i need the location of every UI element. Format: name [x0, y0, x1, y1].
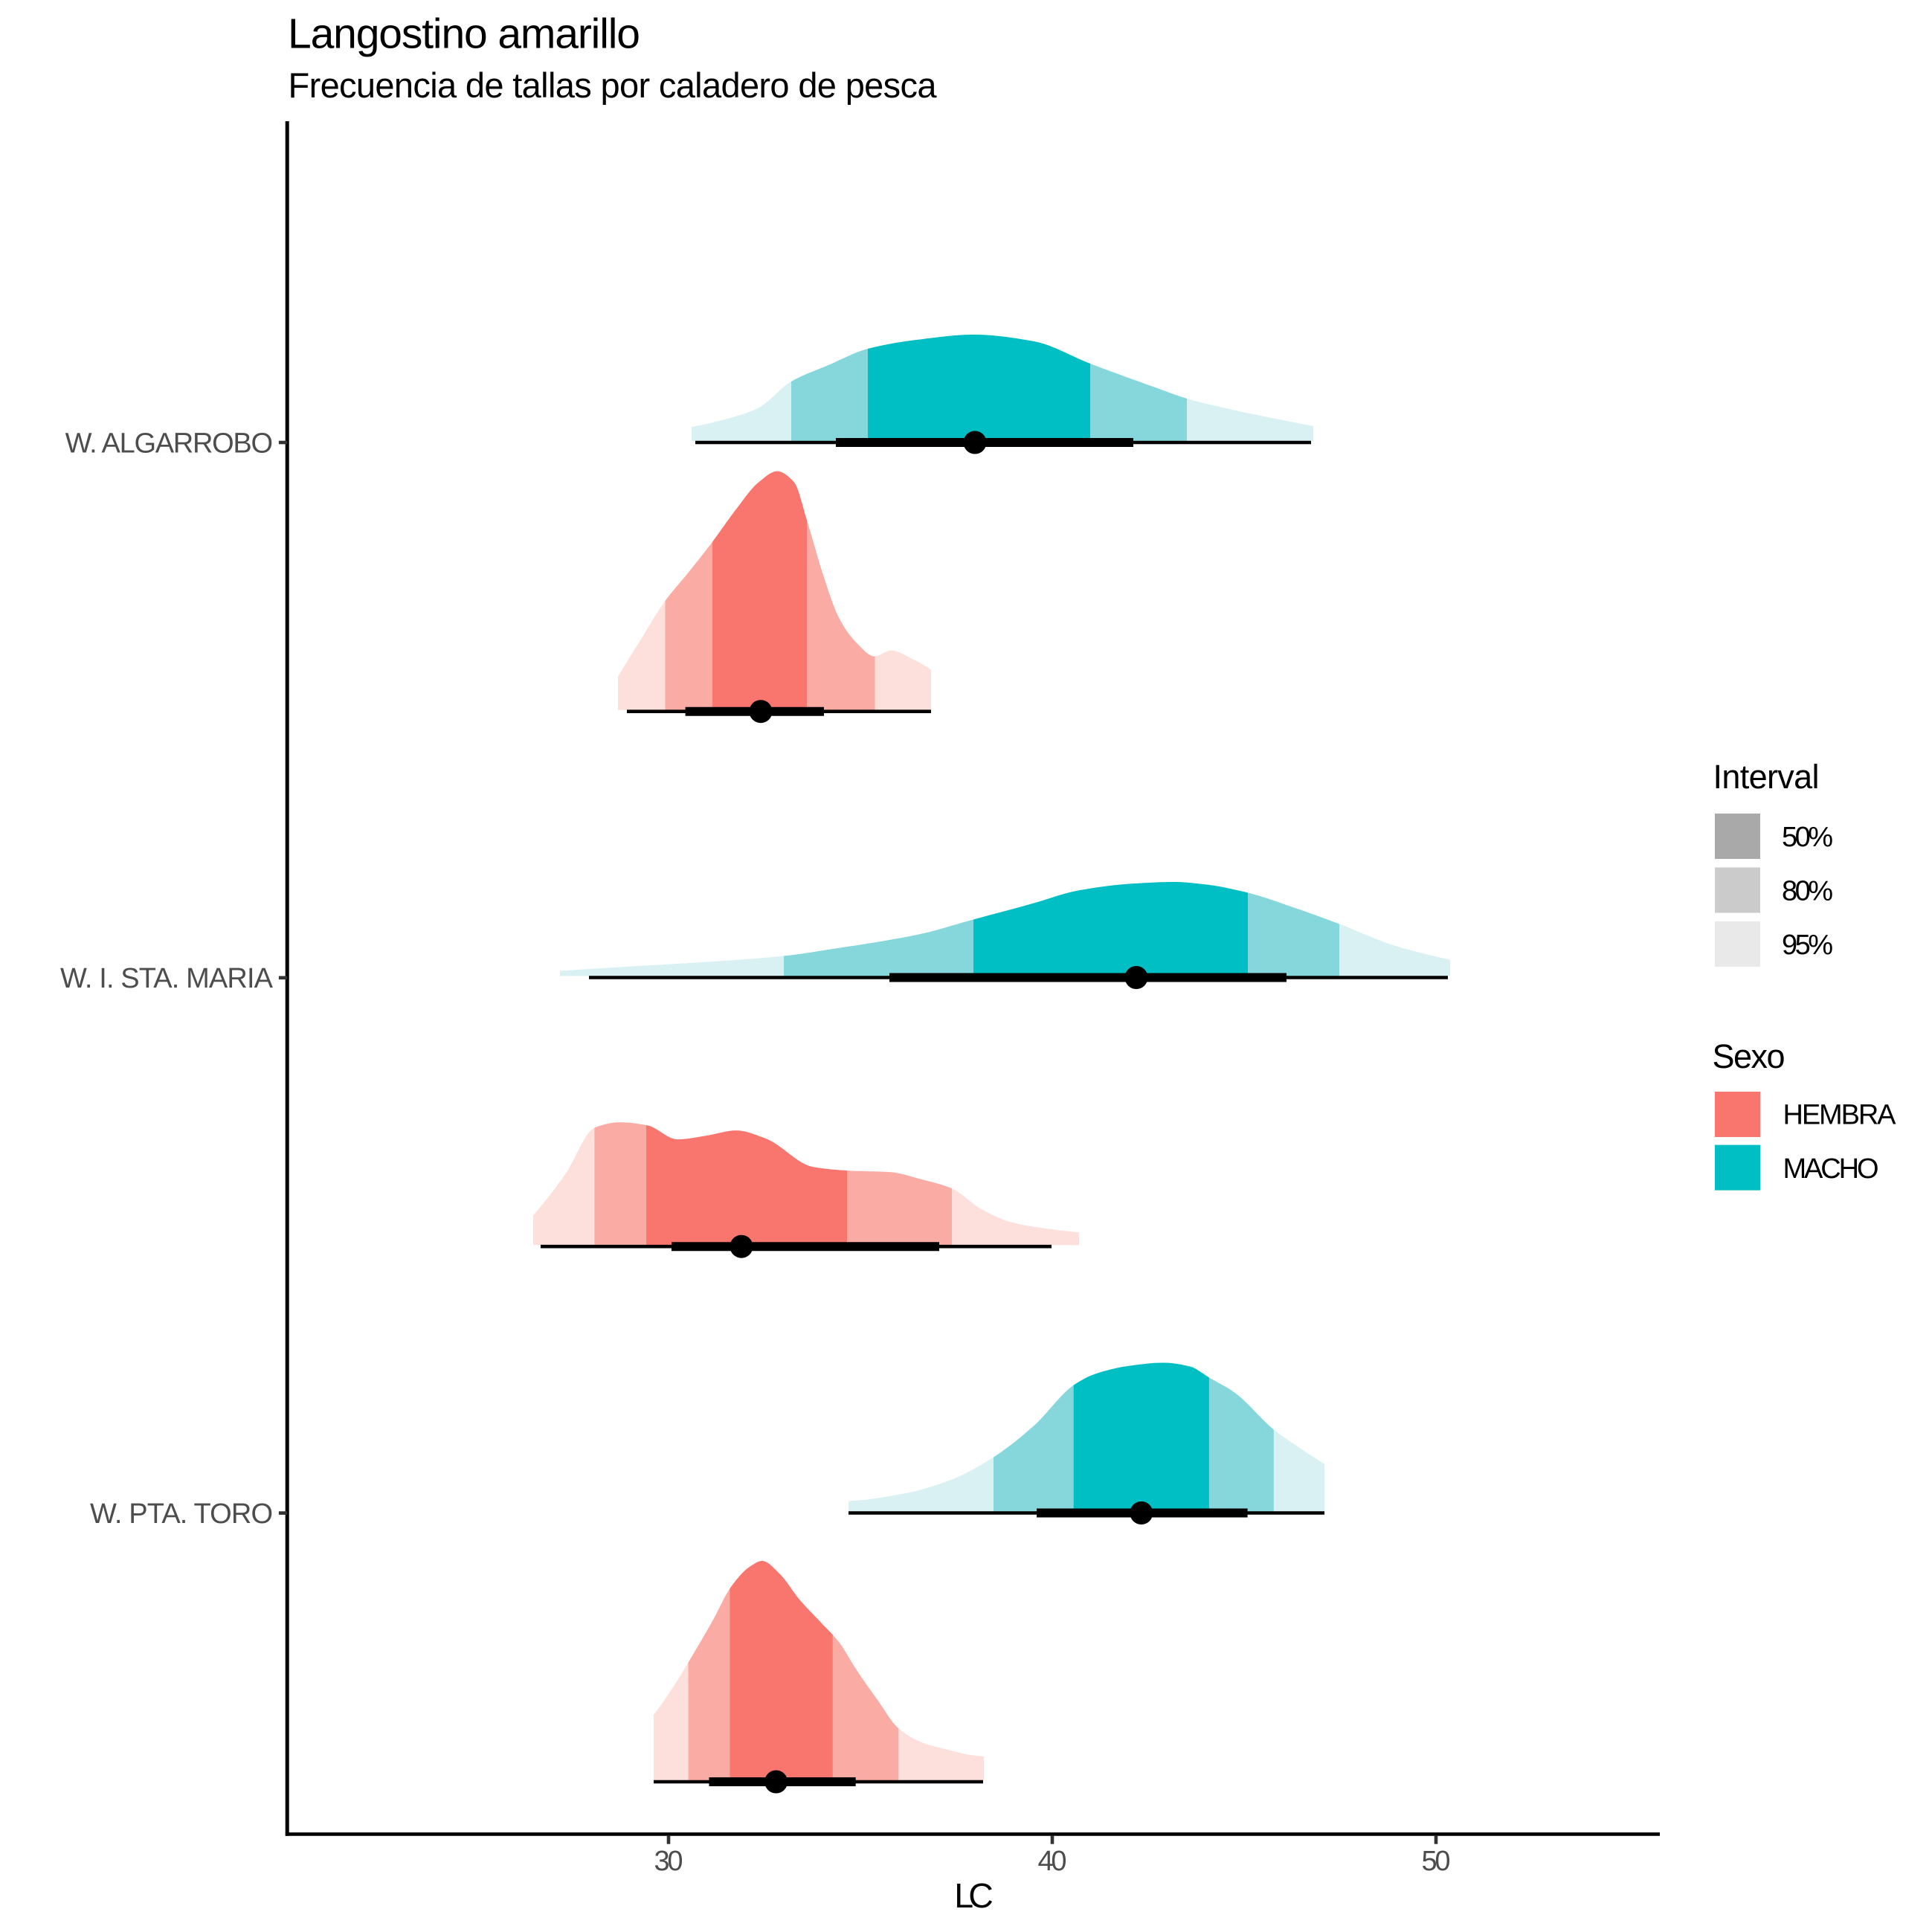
svg-text:50%: 50%	[1782, 822, 1833, 853]
svg-text:95%: 95%	[1782, 930, 1833, 961]
svg-text:W. PTA. TORO: W. PTA. TORO	[90, 1498, 273, 1530]
svg-text:Interval: Interval	[1713, 758, 1820, 796]
svg-text:Sexo: Sexo	[1713, 1037, 1786, 1075]
svg-text:LC: LC	[954, 1876, 994, 1915]
svg-text:40: 40	[1038, 1846, 1067, 1877]
svg-text:Langostino amarillo: Langostino amarillo	[288, 10, 640, 58]
svg-text:HEMBRA: HEMBRA	[1783, 1100, 1897, 1131]
svg-text:30: 30	[654, 1846, 683, 1877]
svg-text:Frecuencia de tallas por calad: Frecuencia de tallas por caladero de pes…	[289, 65, 938, 105]
svg-text:50: 50	[1422, 1846, 1451, 1877]
svg-text:80%: 80%	[1782, 875, 1833, 907]
svg-text:MACHO: MACHO	[1783, 1153, 1879, 1185]
svg-text:W. ALGARROBO: W. ALGARROBO	[65, 428, 273, 459]
svg-text:W. I. STA. MARIA: W. I. STA. MARIA	[60, 963, 274, 994]
